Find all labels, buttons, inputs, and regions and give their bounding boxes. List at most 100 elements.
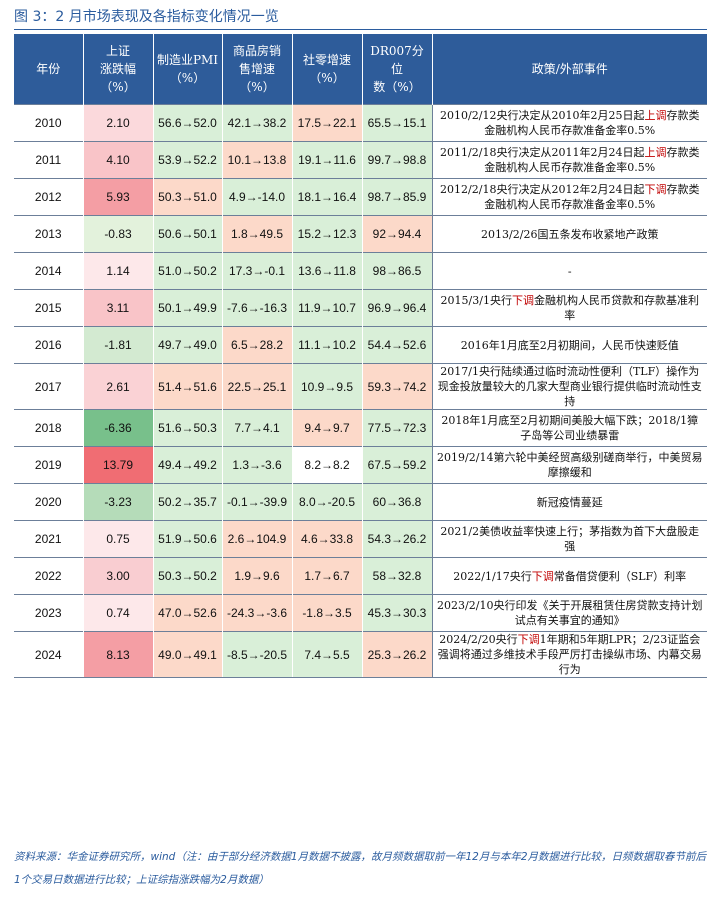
pmi-cell: 53.9→52.2 [152, 141, 222, 179]
table-row: 2016 -1.81 49.7→49.0 6.5→28.2 11.1→10.2 54.4→… [14, 326, 707, 364]
pmi-cell: 51.9→50.6 [152, 520, 222, 558]
sh-cell: 4.10 [82, 141, 153, 179]
policy-cell: 2011/2/18央行决定从2011年2月24日起上调存款类金融机构人民币存款准… [431, 141, 707, 179]
table-row: 2019 13.79 49.4→49.2 1.3→-3.6 8.2→8.2 67.5→59… [14, 446, 707, 484]
header-year: 年份 [14, 34, 83, 105]
house-cell: 1.3→-3.6 [221, 446, 292, 484]
figure-title: 图 3：2 月市场表现及各指标变化情况一览 [14, 9, 279, 25]
table-row: 2020 -3.23 50.2→35.7 -0.1→-39.9 8.0→-20.5 60→… [14, 483, 707, 521]
sh-cell: 5.93 [82, 178, 153, 216]
dr007-cell: 54.3→26.2 [361, 520, 432, 558]
header-dr007: DR007分位 数（%） [361, 34, 432, 105]
policy-highlight: 下调 [644, 183, 667, 196]
house-cell: 2.6→104.9 [221, 520, 292, 558]
policy-text-tail: 常备借贷便利（SLF）利率 [553, 569, 687, 583]
policy-cell: 2024/2/20央行下调1年期和5年期LPR；2/23证监会强调将通过多维技术… [431, 631, 707, 678]
policy-text: 2013/2/26国五条发布收紧地产政策 [481, 227, 659, 241]
policy-cell: 2018年1月底至2月初期间美股大幅下跌；2018/1獐子岛等公司业绩暴雷 [431, 409, 707, 447]
policy-highlight: 上调 [644, 109, 667, 122]
table-row: 2018 -6.36 51.6→50.3 7.7→4.1 9.4→9.7 77.5→72.… [14, 409, 707, 447]
policy-text: 2021/2美债收益率快速上行；茅指数为首下大盘股走强 [440, 525, 700, 553]
pmi-cell: 50.3→50.2 [152, 557, 222, 595]
sh-cell: 2.61 [82, 363, 153, 410]
house-cell: 7.7→4.1 [221, 409, 292, 447]
policy-text: 2012/2/18央行决定从2012年2月24日起 [440, 183, 645, 196]
policy-text-tail: 金融机构人民币贷款和存款基准利率 [533, 294, 699, 322]
year-cell: 2019 [14, 446, 83, 484]
pmi-cell: 51.4→51.6 [152, 363, 222, 410]
table-row: 2021 0.75 51.9→50.6 2.6→104.9 4.6→33.8 54.3→2… [14, 520, 707, 558]
table-row: 2017 2.61 51.4→51.6 22.5→25.1 10.9→9.5 59.3→7… [14, 363, 707, 410]
house-cell: -0.1→-39.9 [221, 483, 292, 521]
sh-cell: 8.13 [82, 631, 153, 678]
policy-text-tail: 存款类金融机构人民币存款准备金率0.5% [484, 109, 700, 137]
policy-text: 2011/2/18央行决定从2011年2月24日起 [440, 146, 645, 159]
header-sh-change: 上证 涨跌幅 （%） [82, 34, 153, 105]
policy-text: 新冠疫情蔓延 [536, 495, 603, 509]
year-cell: 2021 [14, 520, 83, 558]
header-housing-sales: 商品房销 售增速 （%） [221, 34, 292, 105]
sh-cell: -1.81 [82, 326, 153, 364]
policy-cell: 新冠疫情蔓延 [431, 483, 707, 521]
house-cell: 1.8→49.5 [221, 215, 292, 253]
retail-cell: 11.9→10.7 [291, 289, 362, 327]
year-cell: 2017 [14, 363, 83, 410]
pmi-cell: 56.6→52.0 [152, 104, 222, 142]
house-cell: 10.1→13.8 [221, 141, 292, 179]
policy-cell: 2023/2/10央行印发《关于开展租赁住房贷款支持计划试点有关事宜的通知》 [431, 594, 707, 632]
policy-text: 2015/3/1央行 [440, 294, 512, 307]
year-cell: 2023 [14, 594, 83, 632]
sh-cell: 3.00 [82, 557, 153, 595]
house-cell: 22.5→25.1 [221, 363, 292, 410]
policy-text-tail: 存款类金融机构人民币存款准备金率0.5% [484, 183, 700, 211]
policy-highlight: 上调 [644, 146, 667, 159]
policy-text-tail: 1年期和5年期LPR；2/23证监会强调将通过多维技术手段严厉打击操纵市场、内幕… [437, 633, 702, 676]
policy-cell: 2021/2美债收益率快速上行；茅指数为首下大盘股走强 [431, 520, 707, 558]
source-note: 资料来源：华金证券研究所，wind（注：由于部分经济数据1月数据不披露，故月频数… [14, 851, 707, 886]
house-cell: -24.3→-3.6 [221, 594, 292, 632]
sh-cell: -0.83 [82, 215, 153, 253]
retail-cell: 7.4→5.5 [291, 631, 362, 678]
data-table: 年份 上证 涨跌幅 （%） 制造业PMI （%） 商品房销 售增速 （%） 社零增速 （%）… [14, 34, 707, 678]
sh-cell: -6.36 [82, 409, 153, 447]
header-row: 年份 上证 涨跌幅 （%） 制造业PMI （%） 商品房销 售增速 （%） 社零增速 （%）… [14, 34, 707, 105]
table-row: 2010 2.10 56.6→52.0 42.1→38.2 17.5→22.1 65.5→… [14, 104, 707, 142]
policy-text: 2010/2/12央行决定从2010年2月25日起 [440, 109, 645, 122]
policy-text: 2024/2/20央行 [439, 633, 518, 646]
sh-cell: 2.10 [82, 104, 153, 142]
dr007-cell: 54.4→52.6 [361, 326, 432, 364]
year-cell: 2013 [14, 215, 83, 253]
sh-cell: 0.74 [82, 594, 153, 632]
policy-text: - [567, 264, 572, 278]
pmi-cell: 49.4→49.2 [152, 446, 222, 484]
policy-text: 2022/1/17央行 [453, 569, 532, 583]
policy-cell: 2016年1月底至2月初期间，人民币快速贬值 [431, 326, 707, 364]
pmi-cell: 51.0→50.2 [152, 252, 222, 290]
pmi-cell: 50.2→35.7 [152, 483, 222, 521]
house-cell: 6.5→28.2 [221, 326, 292, 364]
policy-text: 2019/2/14第六轮中美经贸高级别磋商举行，中美贸易摩擦缓和 [437, 451, 703, 479]
retail-cell: 18.1→16.4 [291, 178, 362, 216]
policy-cell: 2013/2/26国五条发布收紧地产政策 [431, 215, 707, 253]
table-row: 2011 4.10 53.9→52.2 10.1→13.8 19.1→11.6 99.7→… [14, 141, 707, 179]
house-cell: 4.9→-14.0 [221, 178, 292, 216]
policy-cell: 2010/2/12央行决定从2010年2月25日起上调存款类金融机构人民币存款准… [431, 104, 707, 142]
sh-cell: -3.23 [82, 483, 153, 521]
pmi-cell: 49.0→49.1 [152, 631, 222, 678]
year-cell: 2022 [14, 557, 83, 595]
retail-cell: 4.6→33.8 [291, 520, 362, 558]
pmi-cell: 50.3→51.0 [152, 178, 222, 216]
policy-text-tail: 存款类金融机构人民币存款准备金率0.5% [484, 146, 700, 174]
dr007-cell: 25.3→26.2 [361, 631, 432, 678]
year-cell: 2016 [14, 326, 83, 364]
policy-highlight: 下调 [511, 294, 534, 307]
pmi-cell: 51.6→50.3 [152, 409, 222, 447]
retail-cell: 19.1→11.6 [291, 141, 362, 179]
year-cell: 2018 [14, 409, 83, 447]
table-row: 2023 0.74 47.0→52.6 -24.3→-3.6 -1.8→3.5 45.3→… [14, 594, 707, 632]
dr007-cell: 99.7→98.8 [361, 141, 432, 179]
dr007-cell: 98→86.5 [361, 252, 432, 290]
policy-cell: 2019/2/14第六轮中美经贸高级别磋商举行，中美贸易摩擦缓和 [431, 446, 707, 484]
year-cell: 2010 [14, 104, 83, 142]
retail-cell: 13.6→11.8 [291, 252, 362, 290]
